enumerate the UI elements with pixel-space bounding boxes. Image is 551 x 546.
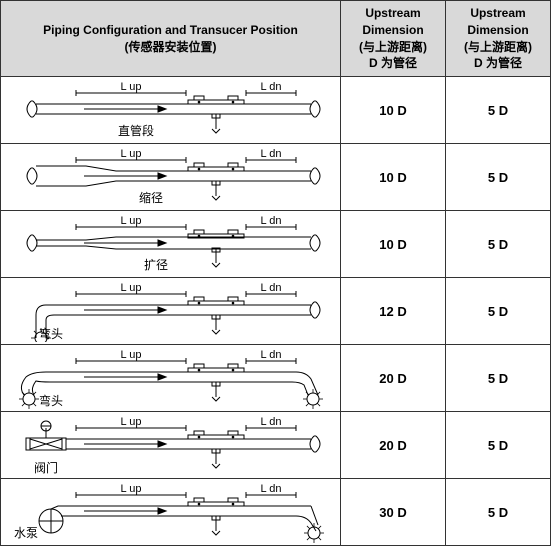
table-row: L up L dn 弯头 12 D5 D [1, 278, 551, 345]
diagram-cell-expander: L up L dn 扩径 [1, 211, 341, 278]
table-row: L up L dn 缩径 10 D5 D [1, 144, 551, 211]
downstream-value: 5 D [446, 77, 551, 144]
svg-text:L up: L up [120, 282, 141, 294]
svg-text:阀门: 阀门 [33, 460, 57, 475]
svg-text:弯头: 弯头 [38, 393, 62, 408]
upstream-value: 10 D [341, 211, 446, 278]
header-config-cn: (传感器安装位置) [5, 39, 336, 56]
header-config: Piping Configuration and Transucer Posit… [1, 1, 341, 77]
header-downstream: Upstream Dimension (与上游距离) D 为管径 [446, 1, 551, 77]
header-upstream: Upstream Dimension (与上游距离) D 为管径 [341, 1, 446, 77]
diagram-cell-reducer: L up L dn 缩径 [1, 144, 341, 211]
svg-text:缩径: 缩径 [138, 190, 162, 205]
svg-text:水泵: 水泵 [13, 526, 37, 540]
diagram-cell-straight: L up L dn 直管段 [1, 77, 341, 144]
upstream-value: 30 D [341, 479, 446, 546]
table-row: L up L dn 水泵 30 D5 D [1, 479, 551, 546]
table-row: L up L dn 弯头 20 D5 D [1, 345, 551, 412]
downstream-value: 5 D [446, 144, 551, 211]
svg-text:弯头: 弯头 [38, 326, 62, 341]
header-config-en: Piping Configuration and Transucer Posit… [43, 23, 298, 37]
downstream-value: 5 D [446, 412, 551, 479]
svg-text:L dn: L dn [260, 483, 281, 495]
table-row: L up L dn 直管段 10 D5 D [1, 77, 551, 144]
svg-text:L up: L up [120, 148, 141, 160]
upstream-value: 12 D [341, 278, 446, 345]
svg-text:L up: L up [120, 416, 141, 428]
upstream-value: 10 D [341, 77, 446, 144]
svg-text:扩径: 扩径 [143, 258, 167, 272]
downstream-value: 5 D [446, 479, 551, 546]
upstream-value: 20 D [341, 345, 446, 412]
svg-text:L dn: L dn [260, 148, 281, 160]
downstream-value: 5 D [446, 345, 551, 412]
diagram-cell-elbow_single: L up L dn 弯头 [1, 278, 341, 345]
upstream-value: 20 D [341, 412, 446, 479]
diagram-cell-valve: L up L dn 阀门 [1, 412, 341, 479]
header-row: Piping Configuration and Transucer Posit… [1, 1, 551, 77]
svg-text:L dn: L dn [260, 282, 281, 294]
svg-text:L up: L up [120, 483, 141, 495]
svg-text:L dn: L dn [260, 81, 281, 93]
svg-text:L dn: L dn [260, 349, 281, 361]
table-row: L up L dn 阀门 20 D5 D [1, 412, 551, 479]
piping-config-table: Piping Configuration and Transucer Posit… [0, 0, 551, 546]
diagram-cell-elbow_double: L up L dn 弯头 [1, 345, 341, 412]
svg-text:L dn: L dn [260, 215, 281, 227]
diagram-cell-pump: L up L dn 水泵 [1, 479, 341, 546]
svg-text:直管段: 直管段 [117, 123, 153, 138]
downstream-value: 5 D [446, 211, 551, 278]
svg-text:L up: L up [120, 215, 141, 227]
upstream-value: 10 D [341, 144, 446, 211]
svg-text:L up: L up [120, 81, 141, 93]
table-row: L up L dn 扩径 10 D5 D [1, 211, 551, 278]
table-body: L up L dn 直管段 10 D5 D [1, 77, 551, 546]
svg-text:L up: L up [120, 349, 141, 361]
downstream-value: 5 D [446, 278, 551, 345]
svg-text:L dn: L dn [260, 416, 281, 428]
